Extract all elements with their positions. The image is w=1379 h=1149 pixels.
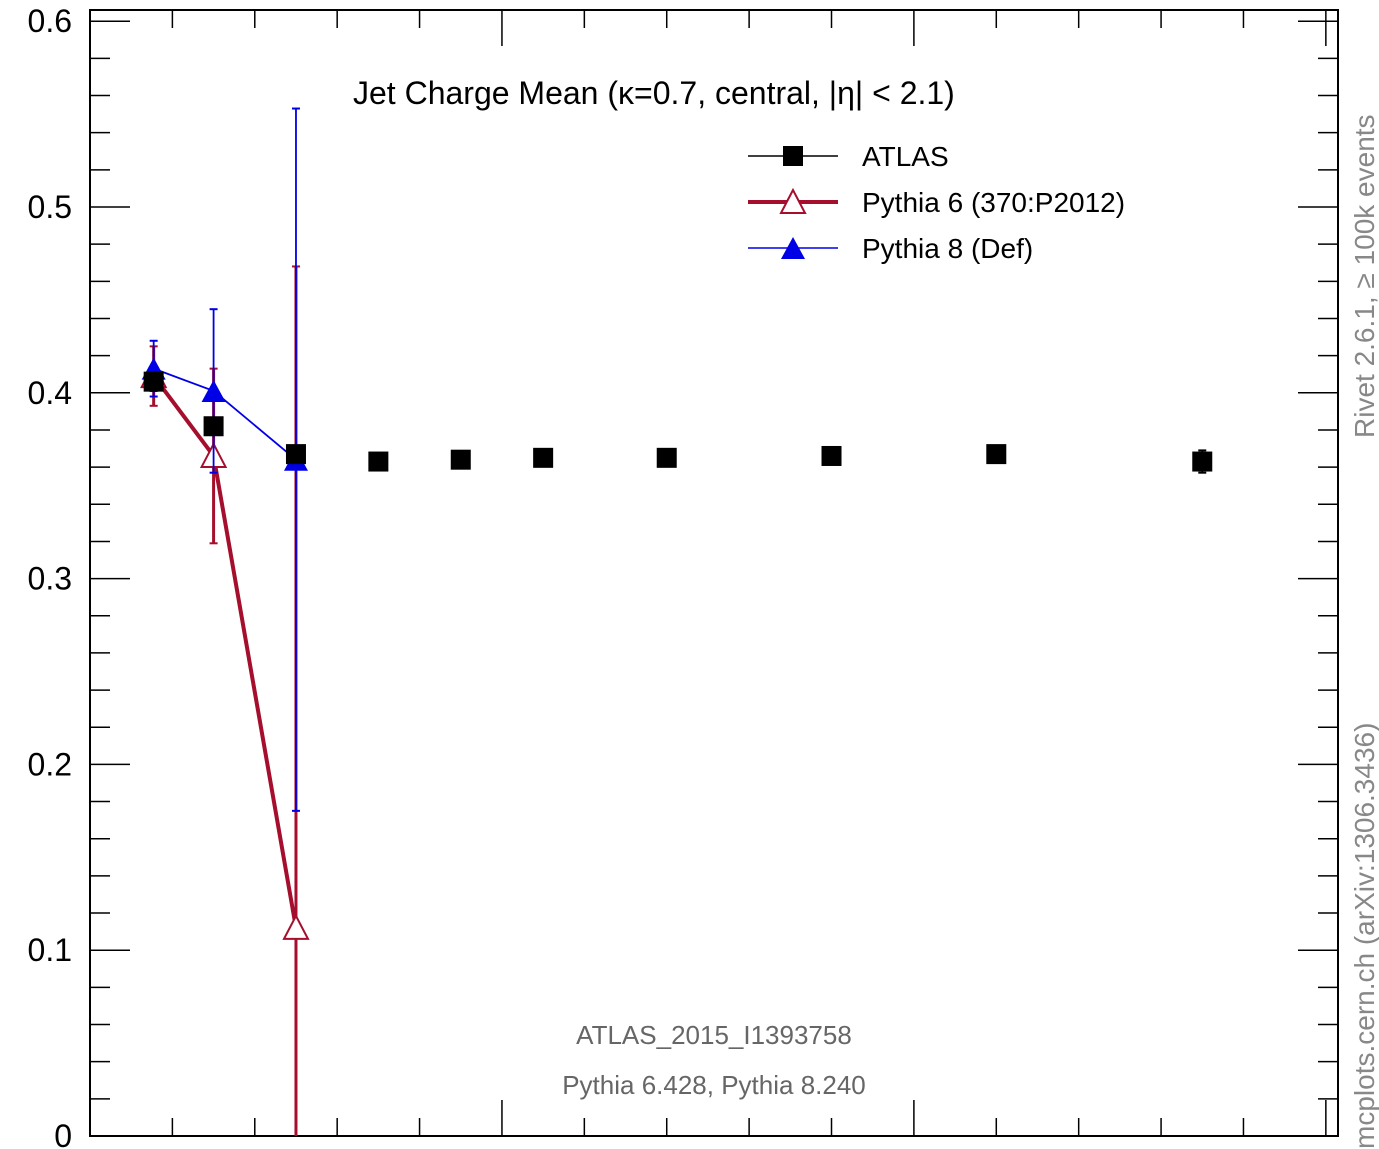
y-tick-label: 0	[54, 1118, 72, 1149]
data-point	[203, 416, 224, 437]
y-axis-tick-labels: 0 0.1 0.2 0.3 0.4 0.5 0.6	[28, 3, 72, 1149]
series-pythia-6-370-p2012	[140, 265, 310, 1136]
y-tick-label: 0.6	[28, 3, 72, 39]
series-pythia-8-def	[141, 107, 308, 812]
y-tick-label: 0.1	[28, 932, 72, 968]
data-point	[986, 444, 1007, 465]
legend-marker-pythia6	[779, 187, 807, 214]
data-point	[285, 444, 306, 465]
data-point	[450, 449, 471, 470]
data-point	[656, 447, 677, 468]
data-point	[1192, 451, 1213, 472]
y-tick-label: 0.2	[28, 746, 72, 782]
legend-label-pythia6: Pythia 6 (370:P2012)	[862, 187, 1125, 218]
rivet-label: Rivet 2.6.1, ≥ 100k events	[1349, 114, 1379, 438]
legend-label-atlas: ATLAS	[862, 141, 949, 172]
chart-title: Jet Charge Mean (κ=0.7, central, |η| < 2…	[353, 75, 955, 111]
data-point	[282, 913, 310, 940]
data-point	[201, 379, 226, 402]
x-axis-ticks	[89, 10, 1327, 1136]
series-layer	[140, 107, 1213, 1136]
y-tick-label: 0.4	[28, 375, 72, 411]
data-point	[368, 451, 389, 472]
generators-label: Pythia 6.428, Pythia 8.240	[562, 1070, 866, 1100]
y-tick-label: 0.5	[28, 189, 72, 225]
analysis-id-label: ATLAS_2015_I1393758	[576, 1020, 852, 1050]
legend-label-pythia8: Pythia 8 (Def)	[862, 233, 1033, 264]
data-point	[533, 447, 554, 468]
legend-marker-pythia8	[781, 237, 805, 259]
side-label: mcplots.cern.ch (arXiv:1306.3436)	[1349, 723, 1379, 1149]
legend-marker-atlas	[783, 146, 803, 166]
series-line	[152, 374, 298, 929]
series-atlas	[143, 371, 1213, 474]
plot-frame	[89, 9, 1339, 1137]
y-axis-ticks	[90, 20, 1338, 1137]
data-point	[821, 445, 842, 466]
legend: ATLAS Pythia 6 (370:P2012) Pythia 8 (Def…	[748, 141, 1125, 264]
y-tick-label: 0.3	[28, 561, 72, 597]
data-point	[143, 371, 164, 392]
series-line	[153, 367, 297, 461]
